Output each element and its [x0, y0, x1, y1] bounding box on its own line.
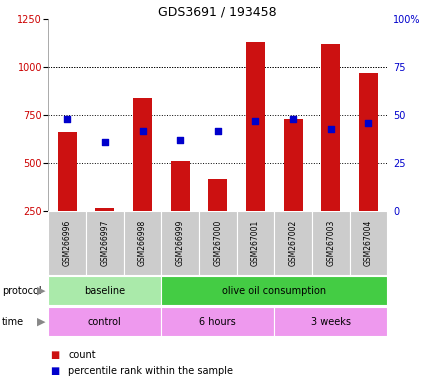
Bar [48, 307, 161, 336]
Point [64, 116, 71, 122]
Point [365, 120, 372, 126]
Point [176, 137, 183, 143]
Text: baseline: baseline [84, 286, 125, 296]
Bar [95, 208, 114, 211]
Text: ■: ■ [51, 350, 60, 360]
Bar [133, 98, 152, 211]
Point [101, 139, 108, 145]
Point [290, 116, 297, 122]
Bar [209, 179, 227, 211]
Bar [274, 307, 387, 336]
Text: ▶: ▶ [37, 286, 45, 296]
Text: GSM267003: GSM267003 [326, 220, 335, 266]
Bar [359, 73, 378, 211]
Text: time: time [2, 316, 24, 327]
Title: GDS3691 / 193458: GDS3691 / 193458 [158, 5, 277, 18]
Text: ▶: ▶ [37, 316, 45, 327]
Bar [124, 211, 161, 275]
Bar [48, 276, 161, 305]
Bar [199, 211, 237, 275]
Bar [274, 211, 312, 275]
Bar [161, 211, 199, 275]
Bar [58, 132, 77, 211]
Text: GSM266998: GSM266998 [138, 220, 147, 266]
Bar [171, 161, 190, 211]
Bar [312, 211, 349, 275]
Text: 6 hours: 6 hours [199, 316, 236, 327]
Bar [349, 211, 387, 275]
Text: control: control [88, 316, 122, 327]
Bar [86, 211, 124, 275]
Text: GSM267002: GSM267002 [289, 220, 297, 266]
Bar [161, 307, 274, 336]
Bar [321, 44, 340, 211]
Text: percentile rank within the sample: percentile rank within the sample [68, 366, 233, 376]
Text: GSM266999: GSM266999 [176, 220, 185, 266]
Text: count: count [68, 350, 96, 360]
Text: olive oil consumption: olive oil consumption [222, 286, 326, 296]
Text: GSM266997: GSM266997 [100, 220, 110, 266]
Text: GSM267000: GSM267000 [213, 220, 222, 266]
Text: GSM266996: GSM266996 [63, 220, 72, 266]
Bar [284, 119, 303, 211]
Text: GSM267001: GSM267001 [251, 220, 260, 266]
Bar [161, 276, 387, 305]
Text: protocol: protocol [2, 286, 42, 296]
Text: 3 weeks: 3 weeks [311, 316, 351, 327]
Text: ■: ■ [51, 366, 60, 376]
Bar [246, 42, 265, 211]
Point [252, 118, 259, 124]
Bar [48, 211, 86, 275]
Point [214, 127, 221, 134]
Point [139, 127, 146, 134]
Point [327, 126, 334, 132]
Bar [237, 211, 274, 275]
Text: GSM267004: GSM267004 [364, 220, 373, 266]
